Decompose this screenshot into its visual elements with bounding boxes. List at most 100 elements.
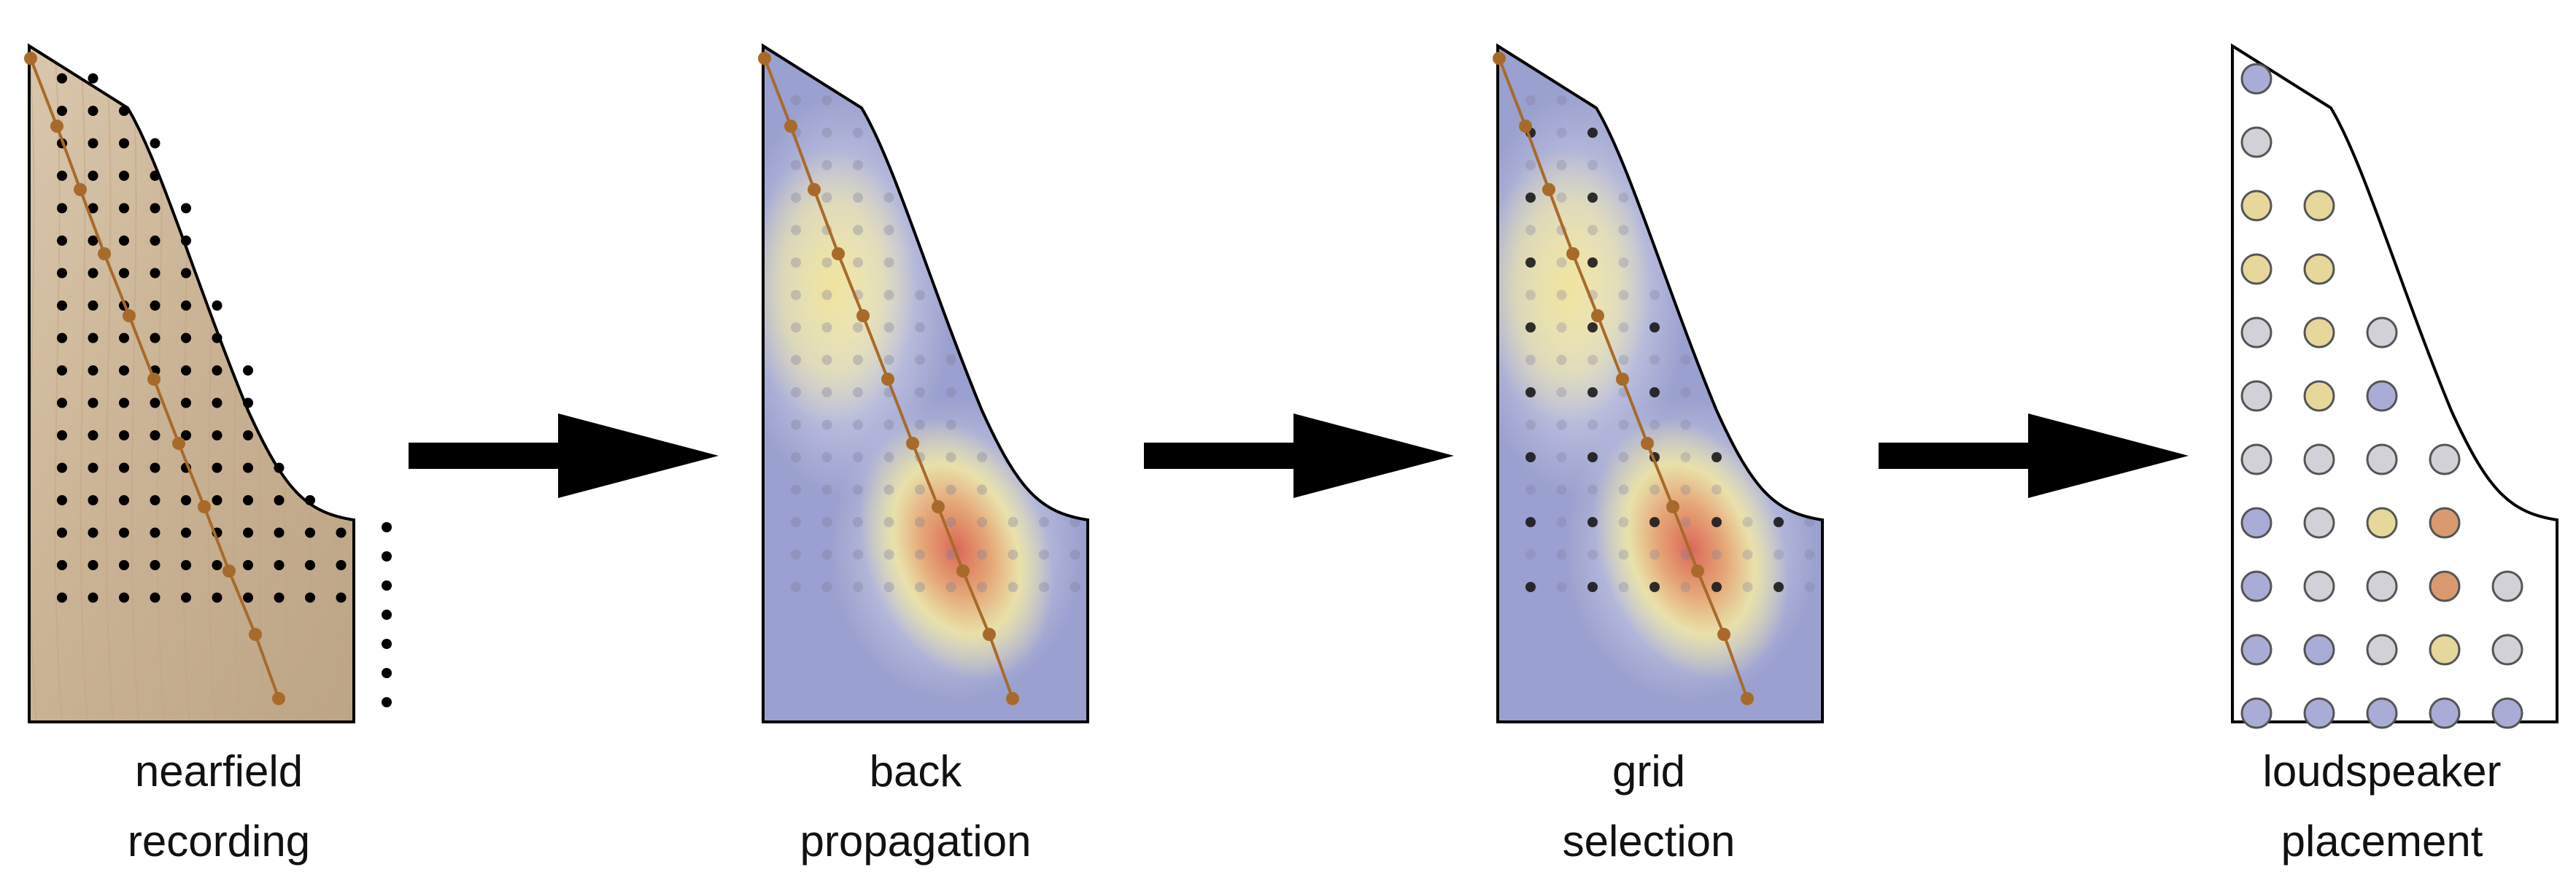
grid-point-53 [945,452,956,462]
grid-point-55 [1525,484,1536,495]
loudspeaker-4-2 [2366,316,2398,349]
mic-point-61 [57,462,67,473]
loudspeaker-6-3 [2429,443,2461,475]
mic-point-54 [57,430,67,440]
mic-point-14 [88,203,98,214]
mic-point-73 [181,495,191,505]
nodal-node-7 [932,500,945,513]
mic-point-3 [88,106,98,116]
caption-back-propagation: back propagation [697,736,1134,876]
grid-point-85 [883,582,894,592]
loudspeaker-5-2 [2366,380,2398,412]
grid-point-34 [1649,354,1660,365]
caption-grid-selection: grid selection [1430,736,1868,876]
nodal-node-4 [856,309,870,322]
nodal-node-3 [832,247,845,260]
mic-point-97 [336,560,347,570]
loudspeaker-8-1 [2303,570,2335,602]
nodal-node-6 [1641,437,1654,450]
faint-grid [791,95,1080,592]
selected-point-50 [1587,452,1598,462]
selected-point-48 [1525,452,1536,462]
grid-point-74 [1587,549,1598,560]
grid-point-46 [915,419,925,430]
mic-point-113 [382,668,392,678]
grid-point-37 [821,387,832,397]
grid-point-80 [1774,549,1784,560]
nodal-node-0 [24,52,37,65]
mic-point-101 [150,592,160,603]
grid-point-57 [1587,484,1598,495]
selected-point-29 [1649,322,1660,333]
grid-point-27 [853,322,863,333]
grid-point-15 [1618,225,1629,236]
grid-point-35 [945,354,956,365]
panel-grid-selection [1493,43,1824,723]
grid-point-69 [1742,517,1753,527]
selected-point-16 [1525,257,1536,268]
mic-point-102 [181,592,191,603]
mic-point-1 [88,73,98,84]
grid-point-50 [853,452,863,462]
nodal-node-9 [1717,628,1730,641]
mic-point-50 [150,397,160,408]
grid-point-57 [853,484,863,495]
mic-point-42 [119,365,129,376]
mic-point-88 [57,560,67,570]
caption-nearfield-line1: nearfield [134,747,303,796]
mic-point-81 [150,527,160,538]
grid-point-67 [945,517,956,527]
loudspeaker-7-0 [2240,507,2273,539]
field-warm-spot [1498,148,1651,425]
grid-point-65 [883,517,894,527]
loudspeaker-6-1 [2303,443,2335,475]
selected-point-90 [1774,582,1784,592]
mic-point-48 [88,397,98,408]
grid-point-34 [915,354,925,365]
caption-loudspeaker-line2: placement [2281,817,2483,866]
selected-point-62 [1525,517,1536,527]
mic-point-60 [243,430,253,440]
grid-point-80 [1039,549,1049,560]
grid-point-5 [1525,160,1536,171]
mic-point-57 [150,430,160,440]
mic-point-10 [88,171,98,181]
mic-point-84 [243,527,253,538]
mic-point-79 [88,527,98,538]
mic-point-75 [243,495,253,505]
grid-point-63 [821,517,832,527]
selected-point-36 [1525,387,1536,397]
mic-point-28 [57,300,67,311]
grid-point-40 [915,387,925,397]
grid-point-7 [1587,160,1598,171]
selected-point-38 [1587,387,1598,397]
mic-point-99 [88,592,98,603]
grid-point-9 [1556,193,1567,203]
grid-point-45 [883,419,894,430]
nodal-node-4 [123,309,136,322]
mic-point-8 [150,138,160,149]
caption-backprop-line2: propagation [800,817,1032,866]
loudspeaker-9-1 [2303,634,2335,666]
mic-point-53 [243,397,253,408]
loudspeaker-2-1 [2303,190,2335,222]
grid-point-70 [1039,517,1049,527]
grid-point-5 [791,160,801,171]
grid-point-33 [883,354,894,365]
grid-point-76 [915,549,925,560]
grid-point-25 [791,322,801,333]
grid-point-1 [821,95,832,106]
grid-point-60 [1680,484,1691,495]
field-warm-spot [763,148,916,425]
mic-point-25 [119,268,129,279]
grid-point-32 [1587,354,1598,365]
mic-point-0 [57,73,67,84]
selected-point-66 [1649,517,1660,527]
loudspeaker-8-4 [2491,570,2523,602]
grid-point-87 [945,582,956,592]
grid-point-76 [1649,549,1660,560]
grid-point-15 [883,225,894,236]
mic-point-51 [181,397,191,408]
selected-point-82 [1525,582,1536,592]
